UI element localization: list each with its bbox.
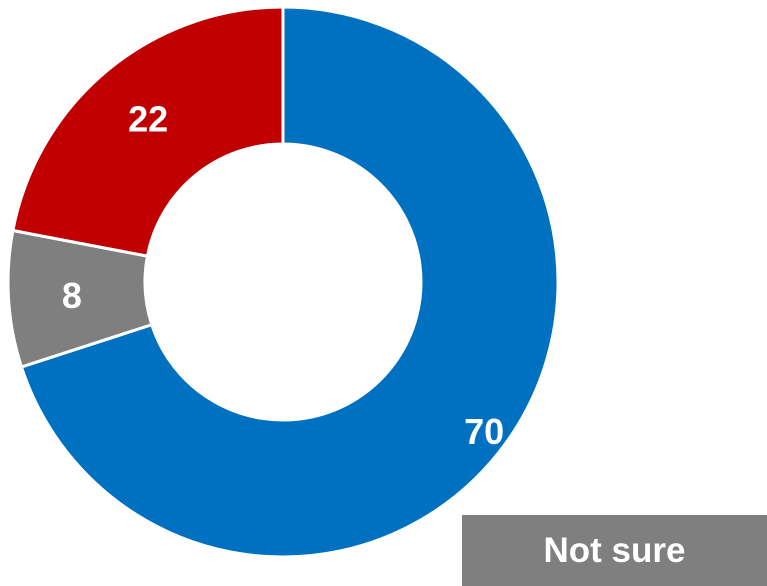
data-label-2: 22 bbox=[128, 99, 168, 140]
legend-item-not-sure: Not sure bbox=[462, 515, 767, 586]
slices-group bbox=[6, 5, 560, 559]
data-label-0: 70 bbox=[464, 411, 504, 452]
data-label-1: 8 bbox=[62, 275, 82, 316]
donut-slice-2 bbox=[11, 5, 285, 258]
data-labels-group: 70 8 22 bbox=[62, 99, 504, 452]
legend-label-not-sure: Not sure bbox=[543, 530, 686, 570]
donut-slice-0 bbox=[19, 5, 560, 559]
